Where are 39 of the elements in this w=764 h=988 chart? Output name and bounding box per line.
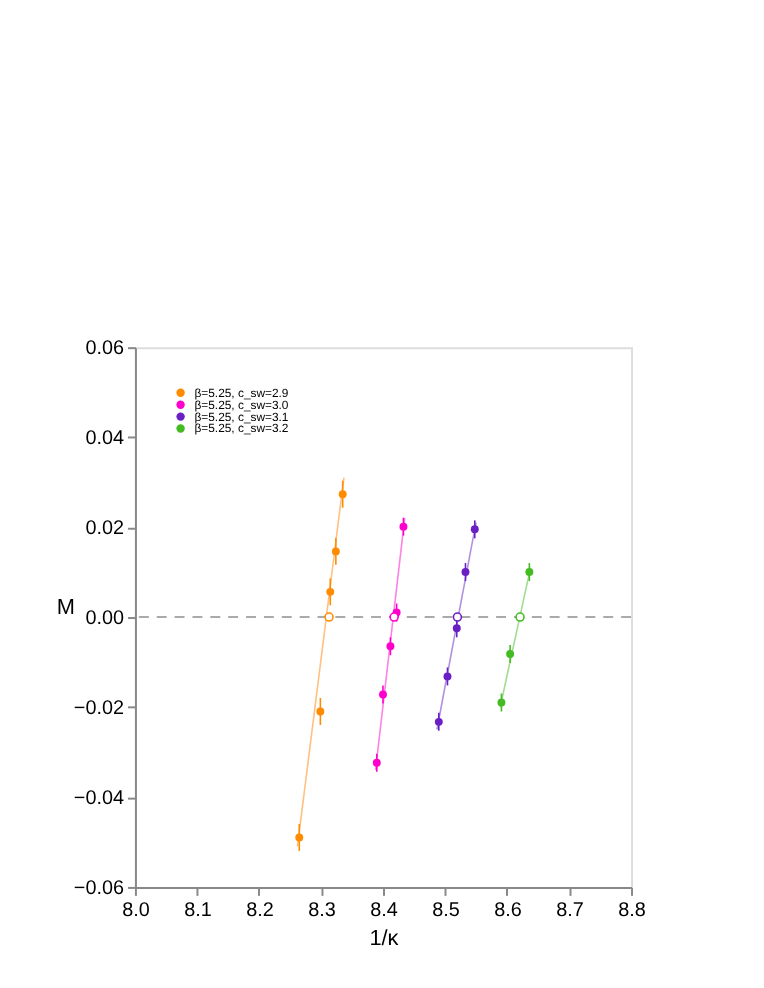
x-tick-label: 8.1 bbox=[184, 899, 213, 922]
point bbox=[389, 612, 399, 622]
point bbox=[461, 568, 470, 577]
x-tick-label: 8.3 bbox=[308, 899, 337, 922]
y-tick-label: −0.06 bbox=[73, 877, 125, 900]
point bbox=[399, 522, 408, 531]
y-tick-label: −0.04 bbox=[73, 787, 125, 810]
x-tick-label: 8.0 bbox=[122, 899, 151, 922]
y-tick-label: 0.04 bbox=[85, 428, 126, 451]
y-tick-label: 0.06 bbox=[85, 338, 126, 361]
point bbox=[525, 568, 534, 577]
x-axis-title: 1/κ bbox=[369, 927, 400, 952]
point bbox=[295, 833, 304, 842]
point bbox=[379, 690, 387, 699]
point bbox=[515, 612, 525, 622]
x-tick-label: 8.6 bbox=[494, 899, 523, 922]
point bbox=[434, 717, 443, 726]
point bbox=[326, 587, 335, 596]
point bbox=[338, 490, 347, 499]
y-tick-label: −0.02 bbox=[73, 697, 125, 720]
y-tick-label: 0.02 bbox=[85, 518, 126, 541]
point bbox=[506, 649, 515, 658]
x-tick-label: 8.2 bbox=[246, 899, 275, 922]
point bbox=[372, 758, 381, 767]
point bbox=[324, 612, 334, 622]
y-tick-label: 0.00 bbox=[85, 607, 126, 630]
point bbox=[386, 642, 395, 651]
point bbox=[443, 672, 452, 681]
x-tick-label: 8.8 bbox=[618, 899, 647, 922]
point bbox=[470, 525, 479, 534]
point bbox=[452, 612, 463, 622]
point bbox=[316, 707, 325, 716]
point bbox=[452, 624, 461, 633]
y-axis-title: M bbox=[56, 596, 75, 621]
point bbox=[331, 547, 340, 556]
x-tick-label: 8.4 bbox=[370, 899, 399, 922]
point bbox=[497, 698, 506, 707]
x-tick-label: 8.5 bbox=[432, 899, 461, 922]
x-tick-label: 8.7 bbox=[556, 899, 585, 922]
